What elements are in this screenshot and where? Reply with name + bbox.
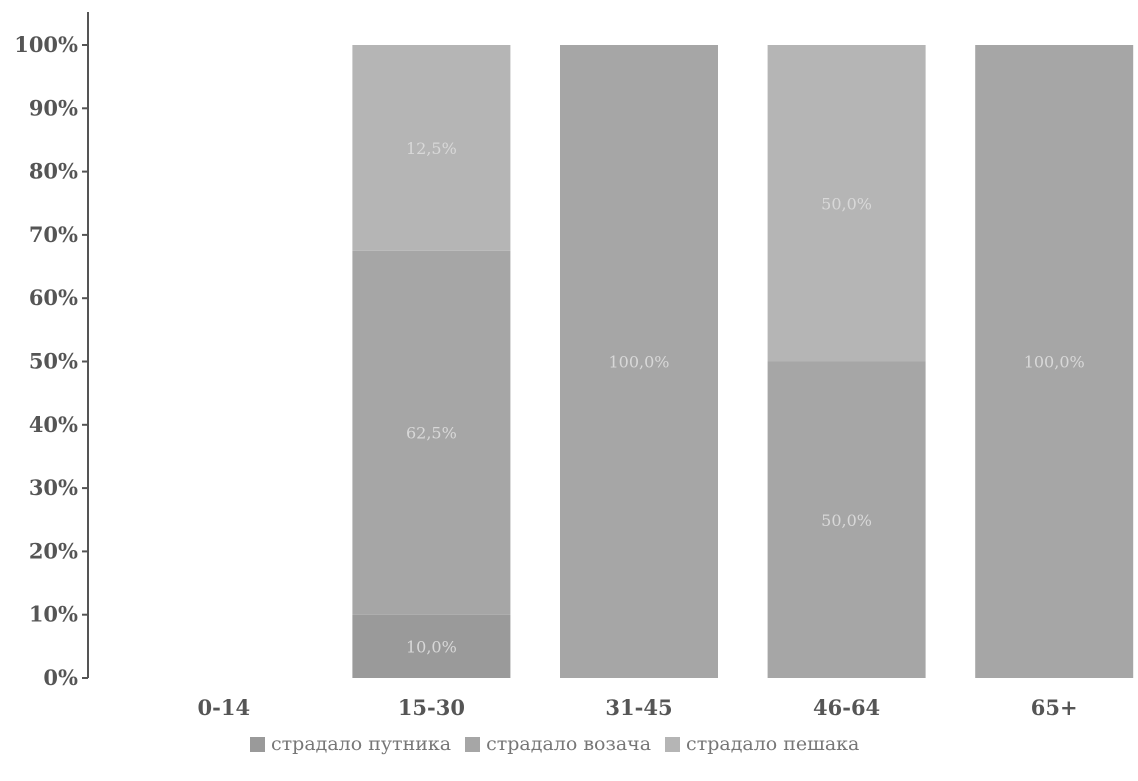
data-label: 62,5% [406,424,457,443]
data-label: 100,0% [608,353,669,372]
bar-segment [767,45,926,362]
data-label: 50,0% [821,511,872,530]
y-tick-label: 0% [43,665,78,690]
y-tick-label: 70% [29,222,78,247]
legend-item-pedestrians: страдало пешака [665,733,859,755]
x-tick-label: 46-64 [813,695,880,720]
y-tick-label: 20% [29,538,78,563]
bar-segment [975,45,1134,678]
x-tick-label: 15-30 [398,695,465,720]
y-tick-label: 50% [29,349,78,374]
x-tick-label: 65+ [1031,695,1078,720]
legend-swatch-drivers [465,736,481,752]
x-tick-label: 0-14 [198,695,251,720]
legend-label-drivers: страдало возача [486,733,652,755]
y-tick-label: 40% [29,412,78,437]
legend-item-drivers: страдало возача [465,733,651,755]
legend-swatch-pedestrians [665,736,681,752]
legend: страдало путника страдало возача страдал… [250,733,859,755]
y-tick-label: 100% [14,32,78,57]
y-axis-ticks: 0% 10% 20% 30% 40% 50% 60% 70% 80% 90% 100% [14,32,88,690]
y-tick-label: 30% [29,475,78,500]
y-tick-label: 80% [29,159,78,184]
legend-item-passengers: страдало путника [250,733,451,755]
y-tick-label: 90% [29,95,78,120]
bar-segment [352,614,511,678]
y-tick-label: 10% [29,602,78,627]
x-tick-label: 31-45 [605,695,672,720]
legend-label-pedestrians: страдало пешака [686,733,860,755]
data-label: 12,5% [406,139,457,158]
x-axis-labels: 0-14 15-30 31-45 46-64 65+ [198,695,1078,720]
bar-segment [560,45,718,678]
data-label: 50,0% [821,194,872,213]
legend-swatch-passengers [250,736,265,752]
bar-segment [352,45,511,251]
bars [352,45,1134,678]
data-label: 100,0% [1024,353,1085,372]
bar-segment [767,361,926,678]
y-tick-label: 60% [29,285,78,310]
legend-label-passengers: страдало путника [271,733,452,755]
data-label: 10,0% [406,637,457,656]
data-labels: 10,0% 62,5% 12,5% 100,0% 50,0% 50,0% 100,0% [406,139,1085,656]
bar-segment [352,250,511,615]
